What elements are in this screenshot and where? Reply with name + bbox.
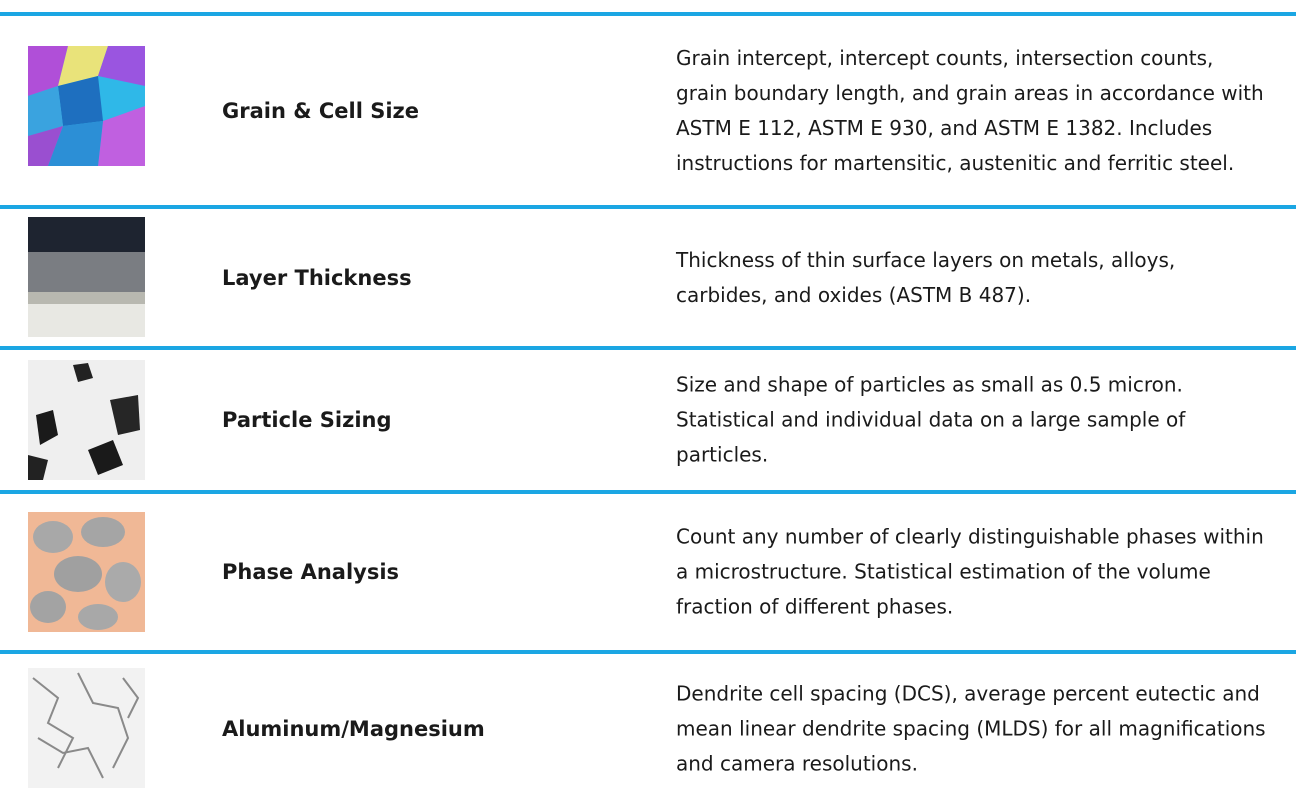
divider — [0, 346, 1296, 350]
row-title: Aluminum/Magnesium — [222, 717, 485, 741]
row-description: Count any number of clearly distinguisha… — [676, 524, 1264, 619]
row-title: Particle Sizing — [222, 408, 392, 432]
row-description: Dendrite cell spacing (DCS), average per… — [676, 681, 1266, 776]
table-row: Particle Sizing Size and shape of partic… — [0, 350, 1296, 490]
row-description: Thickness of thin surface layers on meta… — [676, 247, 1176, 307]
layer-image — [28, 217, 145, 337]
row-title: Grain & Cell Size — [222, 98, 419, 123]
table-row: Aluminum/Magnesium Dendrite cell spacing… — [0, 654, 1296, 804]
table-row: Layer Thickness Thickness of thin surfac… — [0, 209, 1296, 346]
divider — [0, 12, 1296, 16]
dendrite-image — [28, 668, 145, 788]
divider — [0, 650, 1296, 654]
particle-image — [28, 360, 145, 480]
row-description: Grain intercept, intercept counts, inter… — [676, 45, 1264, 175]
table-row: Grain & Cell Size Grain intercept, inter… — [0, 16, 1296, 205]
row-title: Layer Thickness — [222, 265, 412, 290]
divider — [0, 490, 1296, 494]
divider — [0, 205, 1296, 209]
table-row: Phase Analysis Count any number of clear… — [0, 494, 1296, 650]
row-title: Phase Analysis — [222, 560, 400, 584]
grain-image — [28, 46, 145, 166]
row-description: Size and shape of particles as small as … — [676, 372, 1186, 467]
phase-image — [28, 512, 145, 632]
